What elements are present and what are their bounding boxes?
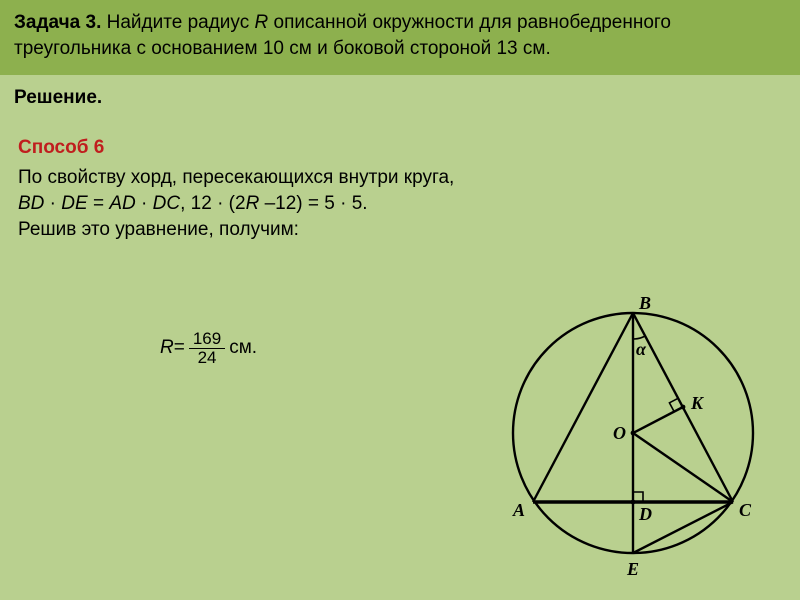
body-line-2: BD · DE = AD · DC, 12 · (2R –12) = 5 · 5… bbox=[18, 191, 784, 217]
svg-text:C: C bbox=[739, 500, 752, 520]
problem-number: Задача 3. bbox=[14, 12, 101, 33]
solution-label: Решение. bbox=[0, 75, 800, 109]
body-line-3: Решив это уравнение, получим: bbox=[18, 217, 784, 243]
formula: R = 169 24 см. bbox=[160, 330, 257, 367]
seg-ad: AD bbox=[109, 193, 135, 214]
geometry-figure: B A C D E O Kα bbox=[492, 288, 774, 578]
svg-text:D: D bbox=[638, 504, 652, 524]
var-r: R bbox=[246, 193, 260, 214]
formula-fraction: 169 24 bbox=[189, 330, 225, 367]
formula-lhs: R bbox=[160, 337, 174, 359]
formula-unit: см. bbox=[229, 337, 257, 359]
svg-text:A: A bbox=[512, 500, 525, 520]
method-label: Способ 6 bbox=[0, 109, 800, 159]
svg-text:K: K bbox=[690, 393, 705, 413]
svg-text:E: E bbox=[626, 559, 639, 578]
seg-de: DE bbox=[61, 193, 87, 214]
seg-bd: BD bbox=[18, 193, 44, 214]
seg-dc: DC bbox=[153, 193, 180, 214]
formula-eq: = bbox=[174, 337, 185, 359]
dot-1: · bbox=[44, 193, 61, 214]
body-text: По свойству хорд, пересекающихся внутри … bbox=[0, 159, 800, 242]
svg-text:O: O bbox=[613, 423, 626, 443]
rest-b: –12) = 5 · 5. bbox=[259, 193, 367, 214]
formula-num: 169 bbox=[189, 330, 225, 349]
eq-1: = bbox=[88, 193, 110, 214]
problem-body-1: Найдите радиус bbox=[101, 12, 254, 33]
problem-header: Задача 3. Найдите радиус R описанной окр… bbox=[0, 0, 800, 75]
problem-text: Задача 3. Найдите радиус R описанной окр… bbox=[14, 10, 786, 61]
rest-a: , 12 · (2 bbox=[180, 193, 245, 214]
body-line-1: По свойству хорд, пересекающихся внутри … bbox=[18, 165, 784, 191]
problem-var-r: R bbox=[254, 12, 268, 33]
dot-2: · bbox=[136, 193, 153, 214]
svg-text:α: α bbox=[636, 339, 647, 359]
slide: Задача 3. Найдите радиус R описанной окр… bbox=[0, 0, 800, 600]
svg-text:B: B bbox=[638, 293, 651, 313]
formula-den: 24 bbox=[194, 349, 221, 367]
